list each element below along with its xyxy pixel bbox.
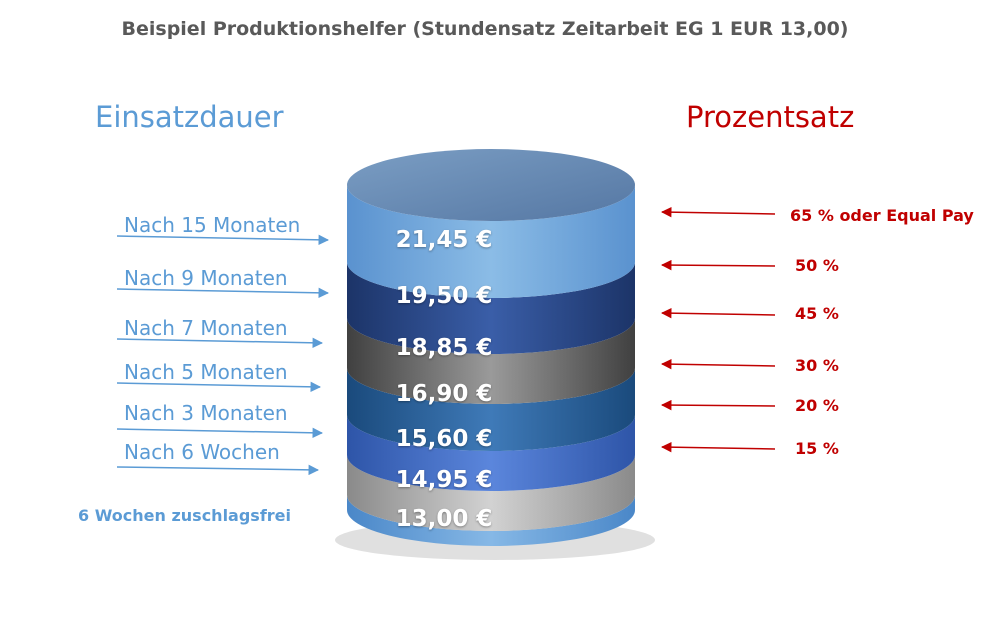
percent-label-30: 30 % — [795, 356, 839, 375]
band-18-85 — [347, 318, 635, 404]
duration-label-6-wochen: Nach 6 Wochen — [124, 440, 280, 464]
value-15-60: 15,60 € — [395, 426, 493, 452]
arrow-left-5 — [116, 427, 324, 439]
arrow-left-3 — [116, 337, 324, 349]
band-16-90 — [347, 368, 635, 451]
arrow-right-1 — [660, 206, 776, 218]
arrow-right-3 — [660, 307, 776, 319]
arrow-left-6 — [116, 464, 320, 476]
arrow-left-4 — [116, 381, 322, 393]
cylinder-top — [347, 149, 635, 221]
percent-label-50: 50 % — [795, 256, 839, 275]
percent-label-65: 65 % oder Equal Pay — [790, 206, 974, 225]
duration-label-15-monate: Nach 15 Monaten — [124, 213, 301, 237]
duration-label-9-monate: Nach 9 Monaten — [124, 266, 288, 290]
arrow-right-2 — [660, 259, 776, 271]
value-19-50: 19,50 € — [395, 283, 493, 309]
band-14-95 — [347, 455, 635, 531]
einsatzdauer-heading: Einsatzdauer — [95, 100, 284, 134]
arrow-left-2 — [116, 287, 330, 299]
base-duration-label: 6 Wochen zuschlagsfrei — [78, 506, 292, 525]
band-13-00 — [347, 495, 635, 546]
value-14-95: 14,95 € — [395, 467, 493, 493]
value-16-90: 16,90 € — [395, 381, 493, 407]
percent-label-45: 45 % — [795, 304, 839, 323]
arrow-right-5 — [660, 399, 776, 411]
duration-label-5-monate: Nach 5 Monaten — [124, 360, 288, 384]
arrow-right-6 — [660, 441, 776, 453]
band-19-50 — [347, 262, 635, 354]
band-21-45 — [347, 185, 635, 298]
page-title: Beispiel Produktionshelfer (Stundensatz … — [121, 18, 849, 40]
arrow-left-1 — [116, 234, 330, 246]
duration-label-7-monate: Nach 7 Monaten — [124, 316, 288, 340]
prozentsatz-heading: Prozentsatz — [686, 100, 855, 134]
band-15-60 — [347, 415, 635, 491]
value-21-45: 21,45 € — [395, 227, 493, 253]
arrow-right-4 — [660, 358, 776, 370]
percent-label-20: 20 % — [795, 396, 839, 415]
value-13-00: 13,00 € — [395, 506, 493, 532]
value-18-85: 18,85 € — [395, 335, 493, 361]
percent-label-15: 15 % — [795, 439, 839, 458]
duration-label-3-monate: Nach 3 Monaten — [124, 401, 288, 425]
